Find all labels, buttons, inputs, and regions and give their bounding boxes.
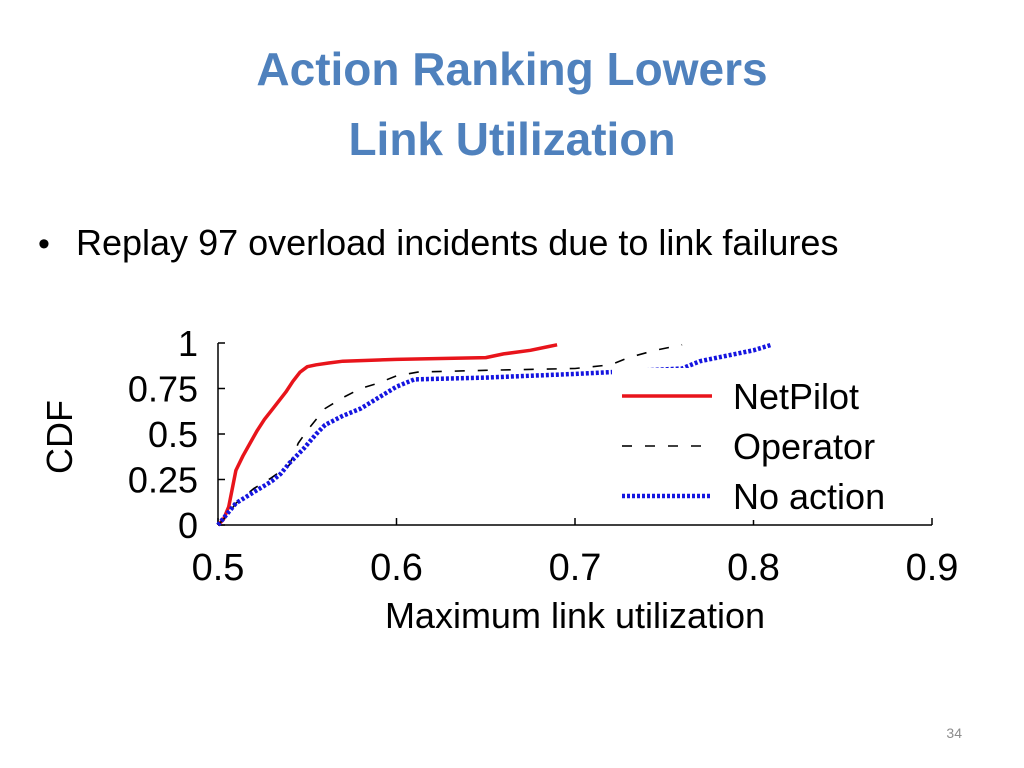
bullet-text: Replay 97 overload incidents due to link… (76, 222, 839, 263)
slide-title: Action Ranking Lowers Link Utilization (0, 34, 1024, 174)
slide-number: 34 (946, 725, 962, 741)
x-axis-label: Maximum link utilization (385, 595, 765, 636)
x-tick-label: 0.5 (192, 547, 245, 589)
bullet-icon: • (38, 225, 50, 263)
series-line-netpilot (216, 343, 558, 527)
title-line-2: Link Utilization (348, 113, 676, 165)
series-line-operator (217, 344, 683, 526)
bullet-point: • Replay 97 overload incidents due to lin… (38, 222, 838, 264)
y-tick-label: 1 (178, 323, 198, 364)
x-tick-label: 0.7 (549, 547, 602, 589)
y-tick-label: 0.25 (128, 460, 198, 501)
y-tick-label: 0 (178, 505, 198, 546)
legend-label: NetPilot (733, 376, 859, 417)
x-tick-label: 0.6 (370, 547, 423, 589)
x-tick-label: 0.9 (906, 547, 959, 589)
chart-series (216, 342, 773, 527)
y-tick-label: 0.5 (148, 414, 198, 455)
legend-label: No action (733, 476, 885, 517)
x-tick-label: 0.8 (727, 547, 780, 589)
series-line-no-action (216, 342, 773, 527)
y-axis-label: CDF (39, 400, 80, 474)
legend-label: Operator (733, 426, 875, 467)
chart-legend: NetPilot Operator No action (612, 368, 922, 520)
title-line-1: Action Ranking Lowers (256, 43, 768, 95)
y-tick-label: 0.75 (128, 369, 198, 410)
